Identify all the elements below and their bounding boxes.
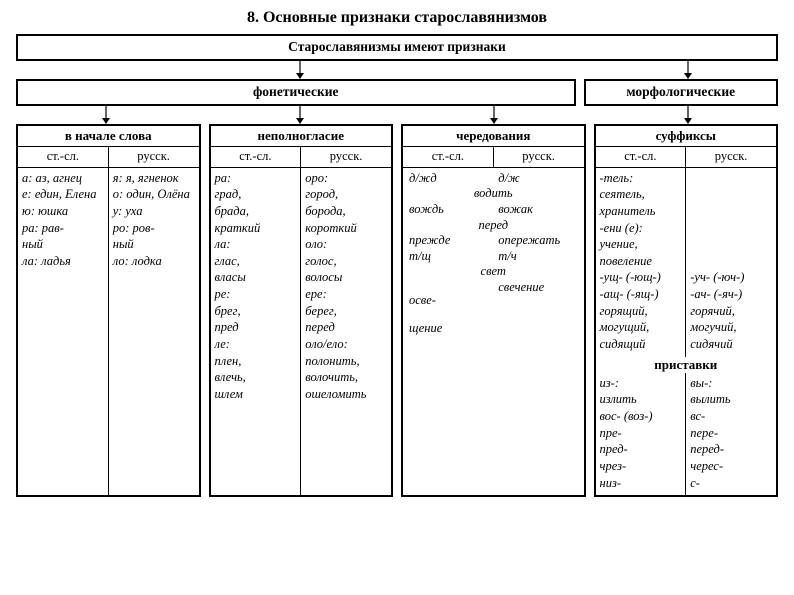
t3-p4a: т/щ — [405, 249, 492, 265]
t2-col-russ: оро:город,борода,короткийоло:голос,волос… — [301, 168, 391, 496]
t2-col-stsl: ра:град,брада,краткийла:глас,власыре:бре… — [211, 168, 302, 496]
t3-p3a: прежде — [405, 233, 492, 249]
t4-body-suffix: -тель:сеятель,хранитель-ени (е):учение,п… — [596, 168, 777, 357]
t1-col-stsl: а: аз, агнеце: един, Еленаю: юшкара: рав… — [18, 168, 109, 496]
t3-h1: ст.-сл. — [403, 147, 494, 167]
tables-row: в начале слова ст.-сл. русск. а: аз, агн… — [16, 124, 778, 497]
t3-p2a: вождь — [405, 202, 492, 218]
table-word-start: в начале слова ст.-сл. русск. а: аз, агн… — [16, 124, 201, 497]
t3-p1a: д/жд — [405, 171, 492, 187]
t2-h1: ст.-сл. — [211, 147, 302, 167]
t2-h2: русск. — [301, 147, 391, 167]
t4-h2: русск. — [686, 147, 776, 167]
t4-h1: ст.-сл. — [596, 147, 687, 167]
t4-col2b: вы-:вылитьвс-пере-перед-черес-с- — [686, 373, 776, 495]
root-header-box: Старославянизмы имеют признаки — [16, 34, 778, 61]
t1-caption: в начале слова — [18, 126, 199, 147]
t3-p5b: свечение — [492, 280, 581, 349]
t3-heads: ст.-сл. русск. — [403, 147, 584, 168]
connector-root-to-l2 — [8, 61, 786, 79]
phonetic-box: фонетические — [16, 79, 576, 106]
t2-body: ра:град,брада,краткийла:глас,власыре:бре… — [211, 168, 392, 496]
t4-col2a: -уч- (-юч-)-ач- (-яч-)горячий,могучий,си… — [686, 168, 776, 357]
t3-caption: чередования — [403, 126, 584, 147]
t3-p4b: т/ч — [492, 249, 581, 265]
t3-p1b: д/ж — [492, 171, 581, 187]
connector-l2-to-tables — [8, 106, 786, 124]
t3-p2b: вожак — [492, 202, 581, 218]
t1-body: а: аз, агнеце: един, Еленаю: юшкара: рав… — [18, 168, 199, 496]
t4-caption: суффиксы — [596, 126, 777, 147]
t3-cB: перед — [405, 218, 582, 234]
t4-body-prefix: из-:излитьвос- (воз-)пре-пред-чрез-низ- … — [596, 373, 777, 495]
t2-caption: неполногласие — [211, 126, 392, 147]
t2-heads: ст.-сл. русск. — [211, 147, 392, 168]
t1-h2: русск. — [109, 147, 199, 167]
t3-p5a: осве-щение — [405, 280, 492, 349]
t3-cC: свет — [405, 264, 582, 280]
t4-col1a: -тель:сеятель,хранитель-ени (е):учение,п… — [596, 168, 687, 357]
t4-subheader-prefixes: приставки — [596, 357, 777, 373]
t4-col1b: из-:излитьвос- (воз-)пре-пред-чрез-низ- — [596, 373, 687, 495]
table-alternations: чередования ст.-сл. русск. д/ждд/ж водит… — [401, 124, 586, 497]
t1-heads: ст.-сл. русск. — [18, 147, 199, 168]
t3-body: д/ждд/ж водить вождьвожак перед преждеоп… — [403, 168, 584, 496]
page-title: 8. Основные признаки старославянизмов — [8, 8, 786, 28]
t3-h2: русск. — [494, 147, 584, 167]
morpho-box: морфологические — [584, 79, 779, 106]
level2-row: фонетические морфологические — [16, 79, 778, 106]
table-morphological: суффиксы ст.-сл. русск. -тель:сеятель,хр… — [594, 124, 779, 497]
t1-col-russ: я: я, ягненоко: один, Олёнау: ухаро: ров… — [109, 168, 199, 496]
t4-heads: ст.-сл. русск. — [596, 147, 777, 168]
t3-p3b: опережать — [492, 233, 581, 249]
table-nepolnoglasie: неполногласие ст.-сл. русск. ра:град,бра… — [209, 124, 394, 497]
t3-cA: водить — [405, 186, 582, 202]
t1-h1: ст.-сл. — [18, 147, 109, 167]
